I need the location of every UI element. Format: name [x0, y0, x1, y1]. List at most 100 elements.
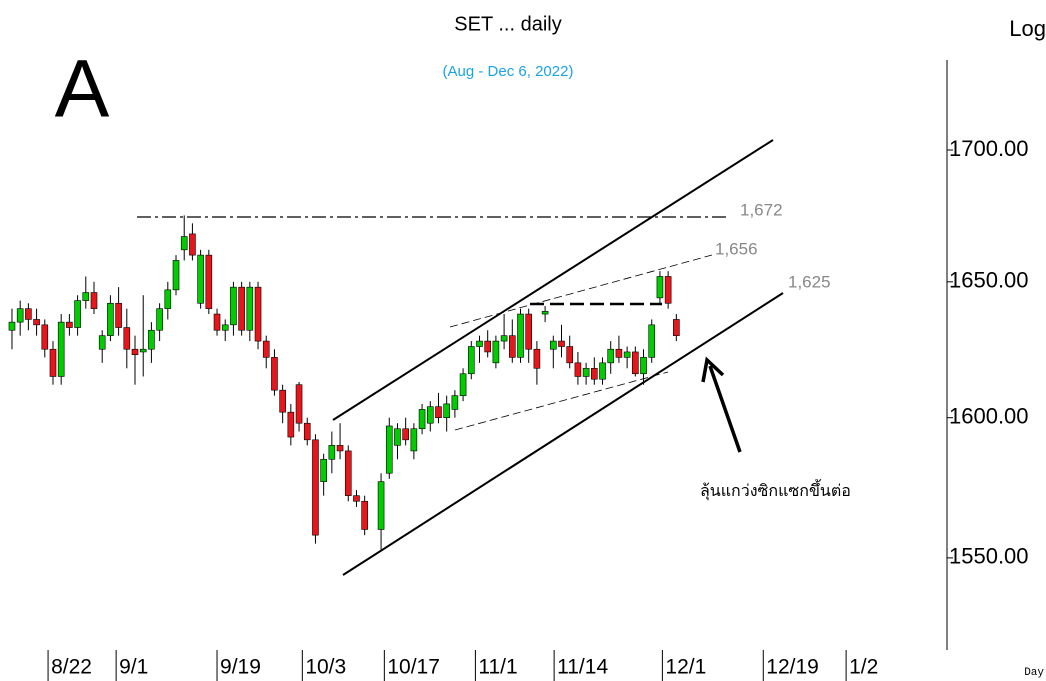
- candle-body: [312, 439, 319, 536]
- triangle-upper: [449, 254, 713, 328]
- candle-body: [115, 302, 122, 328]
- candle-body: [377, 481, 385, 530]
- channel-upper: [332, 139, 774, 421]
- trend-lines: [137, 139, 784, 576]
- candle-body: [57, 321, 65, 377]
- candle-body: [476, 340, 483, 347]
- scale-label: Log: [1009, 16, 1046, 41]
- candle-body: [213, 313, 221, 331]
- candle-body: [33, 319, 40, 326]
- candle-body: [361, 500, 368, 530]
- candle-body: [189, 233, 196, 256]
- candle-body: [90, 292, 98, 309]
- candle-body: [295, 384, 303, 424]
- candle-body: [303, 422, 311, 441]
- triangle-lower: [454, 371, 669, 431]
- candle-body: [98, 335, 106, 350]
- candle-body: [500, 335, 508, 342]
- x-tick-label: 11/1: [478, 656, 517, 679]
- candle-body: [508, 335, 516, 358]
- candle-body: [156, 308, 163, 331]
- x-tick-label: 9/19: [220, 656, 261, 679]
- chart-title: SET ... daily: [454, 13, 561, 35]
- candle-body: [180, 236, 188, 251]
- candle-body: [623, 351, 631, 358]
- candle-body: [205, 254, 213, 309]
- candle-body: [648, 324, 656, 358]
- candle-body: [221, 324, 229, 331]
- candle-body: [615, 348, 623, 358]
- candle-body: [566, 346, 574, 364]
- candle-body: [517, 313, 524, 358]
- candle-body: [492, 340, 500, 364]
- x-tick-label: 10/3: [305, 656, 346, 679]
- candle-body: [656, 276, 664, 299]
- candle-body: [664, 276, 672, 304]
- candle-body: [451, 395, 459, 410]
- candle-body: [82, 292, 90, 301]
- candle-body: [139, 348, 147, 353]
- candle-body: [254, 286, 262, 342]
- x-tick-label: 10/17: [387, 656, 440, 679]
- y-tick-label: 1550.00: [949, 544, 1029, 569]
- candle-body: [344, 450, 352, 496]
- candle-body: [238, 286, 245, 331]
- candle-body: [582, 367, 590, 377]
- candle-body: [66, 321, 73, 328]
- candle-body: [550, 340, 557, 350]
- channel-lower: [342, 292, 784, 576]
- candle-body: [533, 348, 541, 369]
- candle-body: [320, 458, 327, 482]
- candle-body: [525, 313, 532, 350]
- candle-body: [287, 411, 295, 438]
- x-tick-label: 1/2: [849, 656, 878, 679]
- candle-body: [25, 308, 32, 320]
- candle-body: [279, 389, 286, 413]
- annotation: 1,672: [740, 200, 783, 219]
- x-tick-label: 8/22: [51, 656, 92, 679]
- candle-body: [49, 348, 57, 377]
- candle-body: [336, 445, 344, 452]
- candle-body: [271, 357, 278, 391]
- x-axis-label: Day: [1024, 667, 1044, 679]
- candle-body: [435, 406, 442, 418]
- candle-body: [591, 367, 598, 380]
- arrow-head: [701, 356, 725, 383]
- arrow-shaft: [708, 365, 742, 453]
- candle-body: [402, 428, 409, 441]
- candle-body: [394, 428, 401, 446]
- candle-body: [164, 289, 172, 309]
- x-tick-label: 9/1: [119, 656, 148, 679]
- candle-body: [673, 319, 680, 336]
- candle-body: [607, 348, 615, 364]
- candle-body: [197, 254, 204, 304]
- candle-body: [410, 428, 418, 452]
- candle-body: [443, 403, 450, 418]
- candle-body: [8, 321, 16, 331]
- candle-body: [262, 340, 270, 358]
- candle-body: [541, 311, 549, 315]
- candle-body: [599, 362, 606, 380]
- candle-body: [574, 362, 582, 377]
- candle-body: [148, 329, 155, 350]
- candle-body: [107, 302, 114, 336]
- panel-label: A: [55, 44, 110, 135]
- candle-body: [484, 340, 491, 353]
- candle-body: [640, 357, 647, 375]
- candle-body: [74, 300, 81, 328]
- candle-body: [385, 425, 393, 474]
- candle-body: [418, 409, 426, 430]
- candle-body: [328, 445, 336, 460]
- annotation: ลุ้นแกว่งซิกแซกขึ้นต่อ: [700, 479, 851, 501]
- candle-body: [123, 327, 131, 350]
- candle-body: [172, 260, 180, 291]
- candle-body: [353, 495, 360, 502]
- candle-body: [246, 286, 254, 331]
- candle-body: [459, 373, 467, 396]
- candle-body: [632, 351, 639, 375]
- x-tick-label: 11/14: [557, 656, 608, 679]
- annotation: 1,625: [788, 272, 831, 291]
- candle-body: [426, 406, 434, 424]
- candle-body: [131, 348, 139, 355]
